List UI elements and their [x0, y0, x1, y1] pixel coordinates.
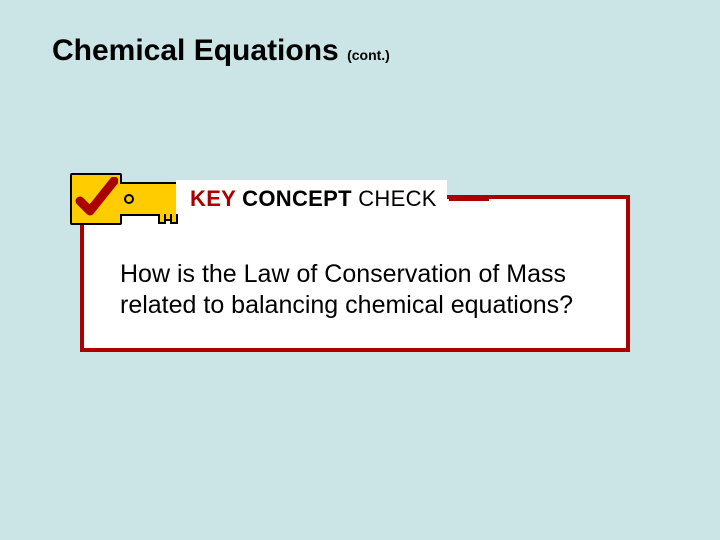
header-rule — [449, 198, 489, 201]
slide: Chemical Equations (cont.) — [0, 0, 720, 540]
title-suffix: (cont.) — [347, 47, 390, 63]
concept-question: How is the Law of Conservation of Mass r… — [120, 259, 598, 320]
checkmark-icon — [70, 173, 122, 225]
key-shaft-icon — [120, 182, 176, 216]
label-check: CHECK — [352, 186, 437, 211]
title-main: Chemical Equations — [52, 34, 339, 67]
key-concept-block: KEY CONCEPT CHECK How is the Law of Cons… — [80, 195, 630, 352]
concept-header: KEY CONCEPT CHECK — [70, 173, 489, 225]
label-key: KEY — [190, 186, 236, 211]
label-concept: CONCEPT — [236, 186, 352, 211]
key-icon — [70, 173, 176, 225]
concept-label: KEY CONCEPT CHECK — [176, 180, 447, 218]
concept-box: KEY CONCEPT CHECK How is the Law of Cons… — [80, 195, 630, 352]
slide-title: Chemical Equations (cont.) — [52, 34, 668, 68]
